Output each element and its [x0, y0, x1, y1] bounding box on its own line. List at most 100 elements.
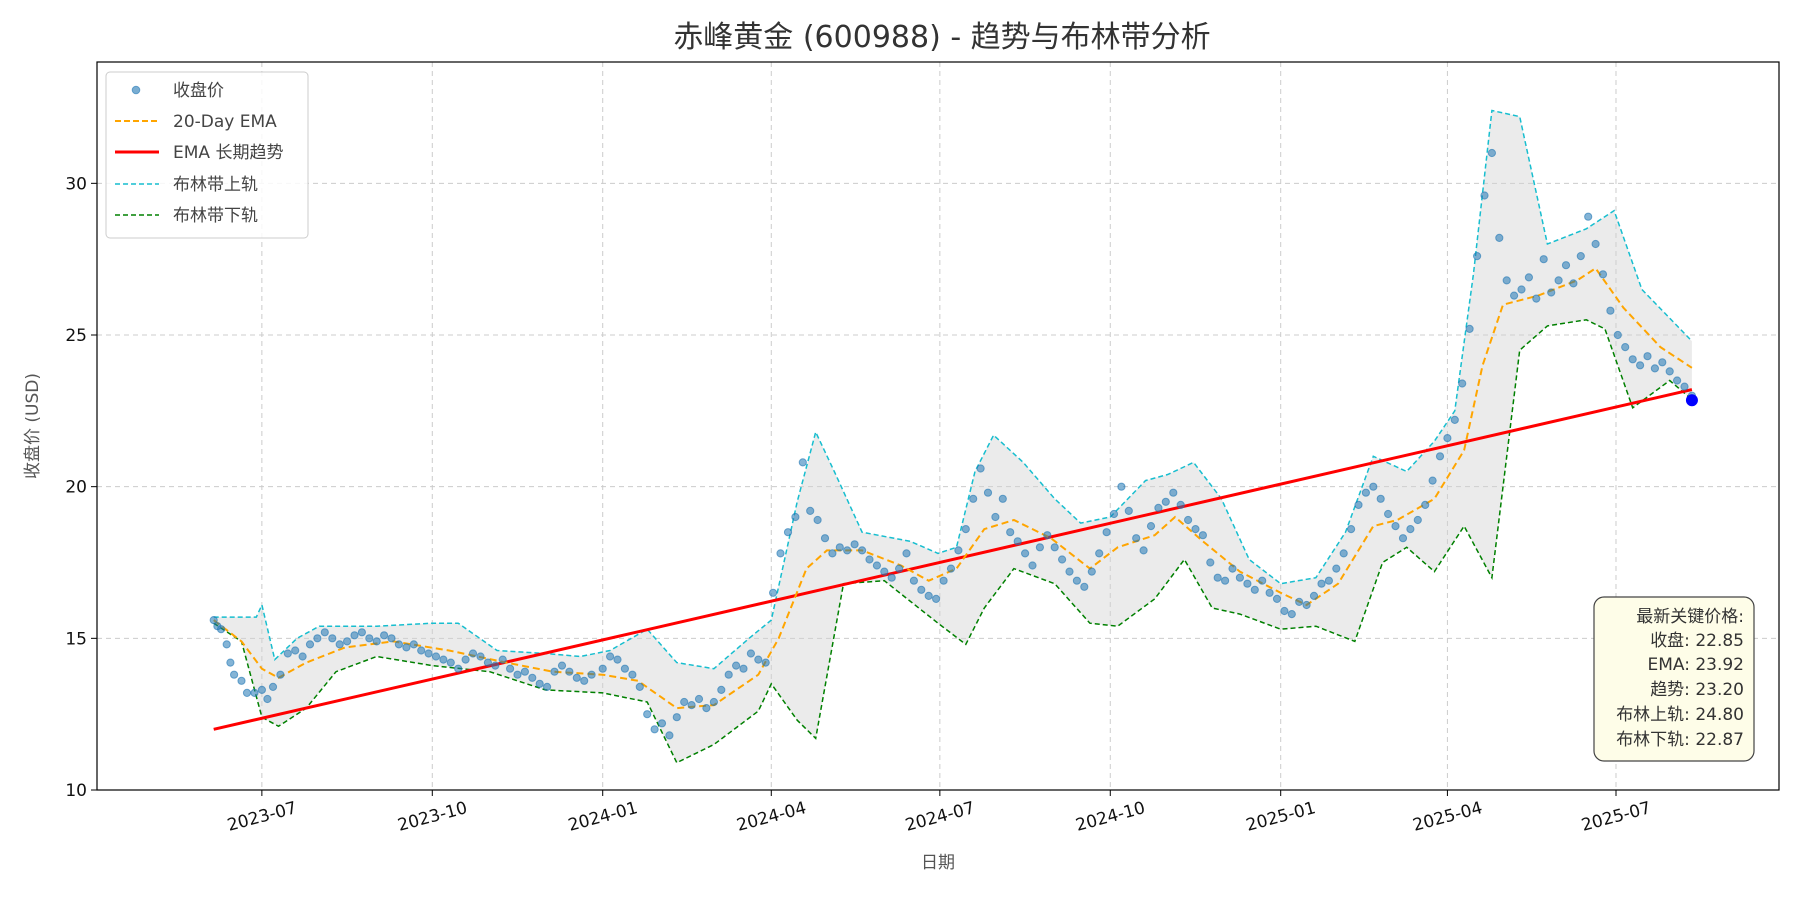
close-price-point [1658, 358, 1667, 367]
close-price-point [535, 679, 544, 688]
annotation-lower: 布林下轨: 22.87 [1616, 730, 1744, 750]
close-price-point [1221, 576, 1230, 585]
x-axis: 2023-07 2023-10 2024-01 2024-04 2024-07 2024-… [225, 790, 1653, 836]
x-tick-label: 2025-07 [1579, 798, 1653, 836]
x-tick-label: 2023-07 [225, 798, 299, 836]
close-price-point [1473, 252, 1482, 261]
close-price-point [924, 591, 933, 601]
close-price-point [717, 685, 726, 695]
close-price-point [895, 564, 904, 573]
close-price-point [1087, 567, 1096, 576]
close-price-point [991, 512, 1000, 522]
close-price-point [1028, 561, 1037, 570]
y-tick-label: 20 [65, 478, 87, 498]
y-axis: 10 15 20 25 30 [65, 174, 97, 801]
close-price-point [1139, 546, 1148, 555]
latest-price-annotation: 最新关键价格: 收盘: 22.85 EMA: 23.92 趋势: 23.20 布… [1593, 596, 1755, 762]
close-price-point [1406, 525, 1415, 534]
close-price-point [969, 494, 978, 503]
close-price-point [328, 634, 337, 643]
close-price-point [1309, 591, 1319, 601]
chart-title: 赤峰黄金 (600988) - 趋势与布林带分析 [673, 20, 1210, 55]
close-price-point [1369, 482, 1378, 491]
close-price-point [1443, 434, 1452, 443]
upper-band-line [213, 109, 1693, 670]
close-price-point [1065, 567, 1074, 576]
close-price-point [983, 488, 993, 497]
close-price-point [1339, 549, 1348, 558]
legend-label-ema: 20-Day EMA [173, 112, 277, 132]
close-price-point [1413, 515, 1422, 525]
close-price-point [1280, 606, 1289, 616]
annotation-title: 最新关键价格: [1636, 607, 1744, 627]
close-price-point [1576, 252, 1585, 261]
y-tick-label: 10 [65, 781, 87, 801]
close-price-point [1465, 324, 1474, 333]
close-price-point [732, 661, 741, 670]
close-price-point [954, 546, 963, 555]
close-price-point [394, 640, 403, 649]
close-price-point [798, 458, 807, 467]
annotation-ema: EMA: 23.92 [1647, 655, 1744, 675]
close-price-point [998, 494, 1007, 503]
close-price-point [598, 664, 607, 673]
y-tick-label: 15 [65, 629, 87, 649]
x-tick-label: 2024-10 [1074, 798, 1148, 836]
close-price-point [1613, 330, 1622, 340]
close-price-point [250, 688, 259, 698]
legend-marker-close [131, 85, 141, 95]
close-price-point [1258, 576, 1267, 585]
close-price-point [1495, 233, 1504, 242]
close-price-point [402, 643, 411, 652]
close-price-point [769, 588, 778, 597]
close-price-point [1532, 294, 1541, 303]
legend-label-upper: 布林带上轨 [173, 175, 258, 195]
y-tick-label: 30 [65, 174, 87, 194]
close-price-point [257, 685, 266, 695]
close-price-point [343, 637, 352, 646]
close-price-point [1376, 494, 1385, 503]
close-price-point [902, 549, 911, 558]
close-price-point [1176, 500, 1185, 509]
close-price-point [1287, 610, 1296, 619]
close-price-point [1480, 191, 1489, 200]
close-price-point [565, 667, 574, 676]
close-price-point [1435, 452, 1445, 461]
close-price-point [1050, 543, 1059, 552]
close-price-point [409, 640, 418, 649]
close-price-point [587, 670, 596, 679]
close-price-point [761, 658, 770, 667]
close-price-point [335, 640, 344, 649]
close-price-point [1421, 500, 1430, 509]
annotation-box [1593, 596, 1755, 762]
close-price-point [1206, 558, 1215, 567]
close-price-point [1080, 582, 1089, 591]
close-price-point [635, 682, 644, 692]
close-price-point [498, 655, 507, 664]
close-price-point [880, 567, 889, 576]
legend-label-close: 收盘价 [173, 81, 224, 101]
close-price-point [643, 710, 652, 719]
close-price-point [1302, 600, 1311, 610]
close-price-point [1628, 355, 1637, 364]
close-price-point [513, 670, 522, 679]
close-price-point [687, 701, 696, 710]
last-close-point [1685, 394, 1698, 407]
close-price-point [217, 625, 226, 634]
close-price-point [1680, 382, 1689, 391]
close-price-point [468, 649, 478, 658]
close-price-point [1561, 261, 1571, 270]
close-price-point [620, 664, 630, 673]
close-price-point [606, 652, 615, 661]
close-price-point [1324, 576, 1334, 585]
close-price-point [283, 649, 292, 658]
close-price-point [313, 634, 322, 643]
close-price-point [1517, 285, 1526, 294]
close-price-point [806, 506, 815, 515]
close-price-point [650, 725, 659, 734]
close-price-point [1132, 534, 1141, 543]
x-tick-label: 2025-04 [1411, 798, 1485, 836]
close-price-point [1072, 576, 1082, 585]
close-price-point [1643, 352, 1652, 361]
